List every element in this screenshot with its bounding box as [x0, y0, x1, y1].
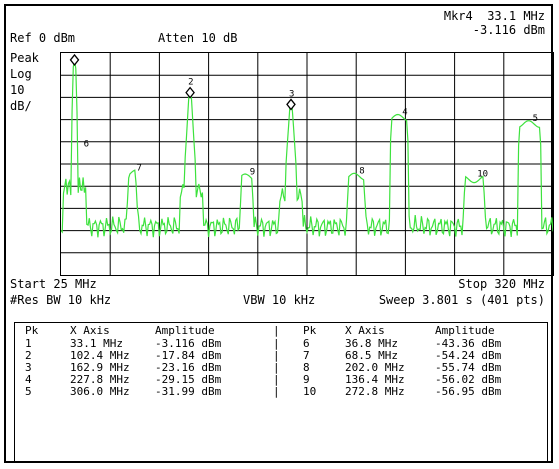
marker-label-8: 8	[359, 167, 364, 177]
table-cell: -29.15 dBm	[155, 373, 222, 386]
marker-label-4: 4	[402, 108, 407, 118]
table-cell: 36.8 MHz	[345, 337, 398, 350]
attenuation: Atten 10 dB	[158, 31, 238, 45]
marker-label-1: 1	[73, 53, 78, 55]
table-cell: -56.95 dBm	[435, 385, 502, 398]
table-cell: |	[273, 361, 280, 374]
table-header-3: |	[273, 324, 280, 337]
table-cell: -3.116 dBm	[155, 337, 222, 350]
table-cell: 4	[25, 373, 32, 386]
table-cell: -54.24 dBm	[435, 349, 502, 362]
table-cell: 272.8 MHz	[345, 385, 405, 398]
table-cell: -23.16 dBm	[155, 361, 222, 374]
video-bandwidth: VBW 10 kHz	[243, 293, 316, 307]
marker-label-3: 3	[289, 89, 294, 99]
table-cell: 136.4 MHz	[345, 373, 405, 386]
table-cell: 7	[303, 349, 310, 362]
scale-type: Log	[10, 67, 32, 81]
table-cell: 10	[303, 385, 317, 398]
marker-label-7: 7	[137, 163, 142, 173]
marker-label-5: 5	[533, 114, 538, 124]
table-cell: 202.0 MHz	[345, 361, 405, 374]
table-cell: -17.84 dBm	[155, 349, 222, 362]
peak-table: Pk X Axis Amplitude | Pk X Axis Amplitude 1 33.…	[14, 322, 548, 462]
table-cell: 162.9 MHz	[70, 361, 130, 374]
detector-mode: Peak	[10, 51, 39, 65]
table-cell: -31.99 dBm	[155, 385, 222, 398]
marker-label-10: 10	[477, 169, 488, 179]
table-cell: 1	[25, 337, 32, 350]
marker-label-2: 2	[188, 78, 193, 88]
marker-diamond-1[interactable]	[69, 53, 80, 66]
table-cell: |	[273, 385, 280, 398]
marker-diamond-2[interactable]	[185, 86, 195, 99]
marker-amplitude: -3.116 dBm	[472, 23, 545, 37]
table-cell: 102.4 MHz	[70, 349, 130, 362]
marker-label-6: 6	[84, 139, 89, 149]
table-cell: |	[273, 349, 280, 362]
table-cell: 9	[303, 373, 310, 386]
table-cell: 8	[303, 361, 310, 374]
table-cell: 33.1 MHz	[70, 337, 123, 350]
table-cell: 3	[25, 361, 32, 374]
scale-unit: dB/	[10, 99, 32, 113]
table-cell: 2	[25, 349, 32, 362]
marker-label-9: 9	[250, 167, 255, 177]
table-cell: 227.8 MHz	[70, 373, 130, 386]
stop-frequency: Stop 320 MHz	[458, 277, 545, 291]
spectrum-plot[interactable]: 1 2 3 4 5 6 7 8 9 10	[60, 52, 554, 276]
scale-value: 10	[10, 83, 25, 97]
table-header-5: X Axis	[345, 324, 385, 337]
marker-readout: Mkr4 33.1 MHz	[443, 9, 545, 23]
table-cell: 5	[25, 385, 32, 398]
table-header-0: Pk	[25, 324, 39, 337]
table-header-4: Pk	[303, 324, 317, 337]
ref-level: Ref 0 dBm	[10, 31, 76, 45]
sweep-time: Sweep 3.801 s (401 pts)	[378, 293, 545, 307]
table-header-2: Amplitude	[155, 324, 215, 337]
table-cell: |	[273, 373, 280, 386]
table-cell: 306.0 MHz	[70, 385, 130, 398]
table-cell: 68.5 MHz	[345, 349, 398, 362]
marker-diamond-3[interactable]	[286, 98, 296, 111]
table-cell: -43.36 dBm	[435, 337, 502, 350]
spectrum-svg: 1 2 3 4 5 6 7 8 9 10	[61, 53, 553, 275]
table-header-1: X Axis	[70, 324, 110, 337]
table-cell: 6	[303, 337, 310, 350]
table-cell: -55.74 dBm	[435, 361, 502, 374]
table-cell: |	[273, 337, 280, 350]
table-header-6: Amplitude	[435, 324, 495, 337]
resolution-bandwidth: #Res BW 10 kHz	[10, 293, 112, 307]
start-frequency: Start 25 MHz	[10, 277, 97, 291]
spectrum-trace	[61, 59, 553, 238]
analyzer-screen: Mkr4 33.1 MHz -3.116 dBm Ref 0 dBm Atten…	[4, 4, 554, 463]
table-cell: -56.02 dBm	[435, 373, 502, 386]
